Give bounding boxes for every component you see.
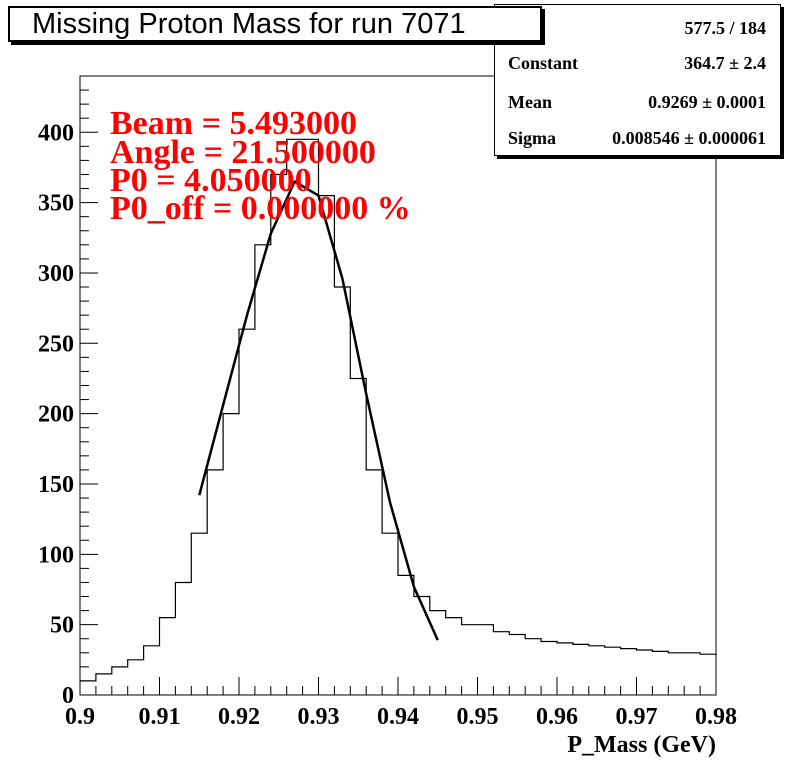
x-tick-label: 0.95 <box>457 704 499 730</box>
y-tick-label: 100 <box>38 542 74 568</box>
stats-row-chi2: adf 577.5 / 184 <box>508 18 766 42</box>
x-tick-label: 0.91 <box>139 704 181 730</box>
x-tick-label: 0.96 <box>536 704 578 730</box>
y-tick-label: 200 <box>38 402 74 428</box>
annotation-beam: Beam = 5.493000 <box>110 105 357 142</box>
y-tick-label: 350 <box>38 191 74 217</box>
y-tick-label: 0 <box>62 683 74 709</box>
stats-row-constant: Constant 364.7 ± 2.4 <box>508 53 766 77</box>
stats-row-mean: Mean 0.9269 ± 0.0001 <box>508 92 766 116</box>
x-tick-label: 0.97 <box>616 704 658 730</box>
gaussian-fit-curve <box>198 180 439 641</box>
annotation-p0: P0 = 4.050000 <box>110 162 312 199</box>
y-tick-label: 150 <box>38 472 74 498</box>
x-tick-label: 0.93 <box>298 704 340 730</box>
axes: 0.9 0.91 0.92 0.93 0.94 0.95 0.96 0.97 0.98 0 50 10… <box>38 75 737 730</box>
chart-title: Missing Proton Mass for run 7071 <box>8 6 542 42</box>
x-tick-label: 0.98 <box>695 704 737 730</box>
stats-value: 364.7 ± 2.4 <box>684 53 766 73</box>
annotation-p0-off: P0_off = 0.000000 % <box>110 190 411 227</box>
stats-row-sigma: Sigma 0.008546 ± 0.000061 <box>508 128 766 152</box>
x-tick-label: 0.92 <box>218 704 260 730</box>
annotation-angle: Angle = 21.500000 <box>110 134 376 171</box>
y-tick-label: 400 <box>38 120 74 146</box>
x-axis-label: P_Mass (GeV) <box>567 732 716 758</box>
stats-value: 0.9269 ± 0.0001 <box>648 92 766 112</box>
stats-value: 0.008546 ± 0.000061 <box>612 128 766 148</box>
x-tick-label: 0.9 <box>65 704 95 730</box>
histogram-series <box>80 138 717 682</box>
series-layer <box>80 138 717 682</box>
y-tick-label: 300 <box>38 261 74 287</box>
y-tick-label: 50 <box>50 613 74 639</box>
stats-key: Mean <box>508 92 552 112</box>
y-tick-label: 250 <box>38 331 74 357</box>
stats-key: Constant <box>508 53 579 73</box>
x-tick-label: 0.94 <box>377 704 419 730</box>
stats-key: Sigma <box>508 128 557 148</box>
stats-value: 577.5 / 184 <box>684 18 766 38</box>
